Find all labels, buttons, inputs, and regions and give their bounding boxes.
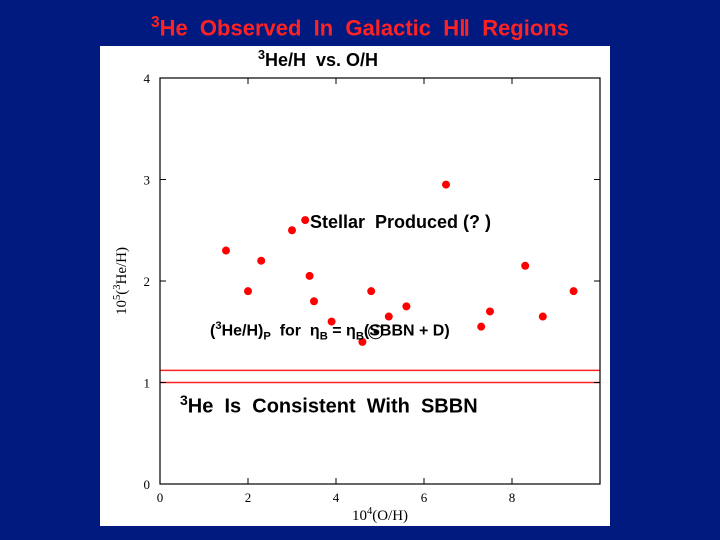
annotation: (3He/H)P for ηB = ηB(SBBN + D) xyxy=(210,320,450,343)
plot-container: 3He/H vs. O/H 0246801234104(O/H)105(3He/… xyxy=(100,46,610,526)
svg-text:0: 0 xyxy=(157,490,164,505)
page-title: 3He Observed In Galactic HⅡ Regions xyxy=(0,0,720,41)
plot-subtitle: 3He/H vs. O/H xyxy=(258,48,378,71)
svg-text:8: 8 xyxy=(509,490,516,505)
scatter-plot: 0246801234104(O/H)105(3He/H) xyxy=(100,46,610,526)
svg-text:2: 2 xyxy=(144,274,151,289)
svg-text:4: 4 xyxy=(333,490,340,505)
svg-text:0: 0 xyxy=(144,477,151,492)
annotation: Stellar Produced (? ) xyxy=(310,212,491,233)
svg-text:6: 6 xyxy=(421,490,428,505)
svg-text:4: 4 xyxy=(144,71,151,86)
svg-text:2: 2 xyxy=(245,490,252,505)
svg-text:3: 3 xyxy=(144,173,151,188)
svg-text:1: 1 xyxy=(144,376,151,391)
annotation: 3He Is Consistent With SBBN xyxy=(180,392,478,419)
